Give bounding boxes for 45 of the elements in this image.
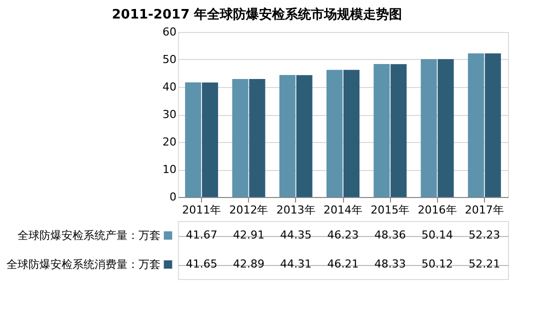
x-tick-label: 2014年 (324, 204, 362, 216)
bar (249, 79, 266, 197)
bar (484, 53, 501, 197)
bar (279, 75, 296, 197)
bar (296, 75, 312, 197)
bar (202, 82, 218, 197)
data-label: 44.31 (280, 258, 312, 270)
y-tick-label: 30 (162, 108, 176, 121)
x-tick-label: 2015年 (370, 204, 410, 216)
y-tick-label: 40 (162, 80, 176, 94)
bar (390, 64, 407, 197)
data-label: 48.36 (374, 228, 406, 242)
x-tick-label: 2013年 (276, 204, 316, 216)
legend-label: 全球防爆安检系统产量：万套 (18, 229, 160, 242)
data-label: 50.12 (422, 258, 454, 270)
y-tick-label: 0 (170, 190, 176, 204)
data-label: 48.33 (374, 258, 406, 270)
legend-label: 全球防爆安检系统消费量：万套 (6, 258, 160, 271)
bar (374, 64, 390, 197)
x-tick-label: 2017年 (464, 204, 504, 216)
data-label: 46.23 (327, 228, 359, 242)
x-tick-label: 2011年 (182, 204, 222, 216)
y-tick-label: 50 (162, 53, 176, 66)
y-tick-label: 20 (162, 136, 176, 148)
bar (232, 79, 248, 197)
x-tick-label: 2012年 (229, 204, 268, 216)
data-label: 42.91 (232, 228, 264, 242)
bar (420, 59, 437, 197)
data-label: 44.35 (280, 228, 312, 242)
y-tick-label: 10 (162, 163, 176, 176)
y-tick-label: 60 (162, 26, 176, 38)
data-label: 41.67 (186, 228, 218, 242)
bar (343, 70, 360, 197)
data-label: 41.65 (186, 258, 218, 270)
data-label: 46.21 (327, 258, 359, 270)
data-label: 52.23 (468, 228, 500, 242)
data-label: 50.14 (422, 228, 454, 242)
chart-title: 2011-2017 年全球防爆安检系统市场规模走势图 (112, 6, 402, 22)
data-label: 52.21 (468, 258, 500, 270)
bar (185, 82, 202, 197)
bar (326, 70, 343, 197)
data-label: 42.89 (232, 258, 264, 270)
bar (468, 53, 484, 197)
x-tick-label: 2016年 (418, 204, 457, 216)
bar (438, 59, 454, 197)
